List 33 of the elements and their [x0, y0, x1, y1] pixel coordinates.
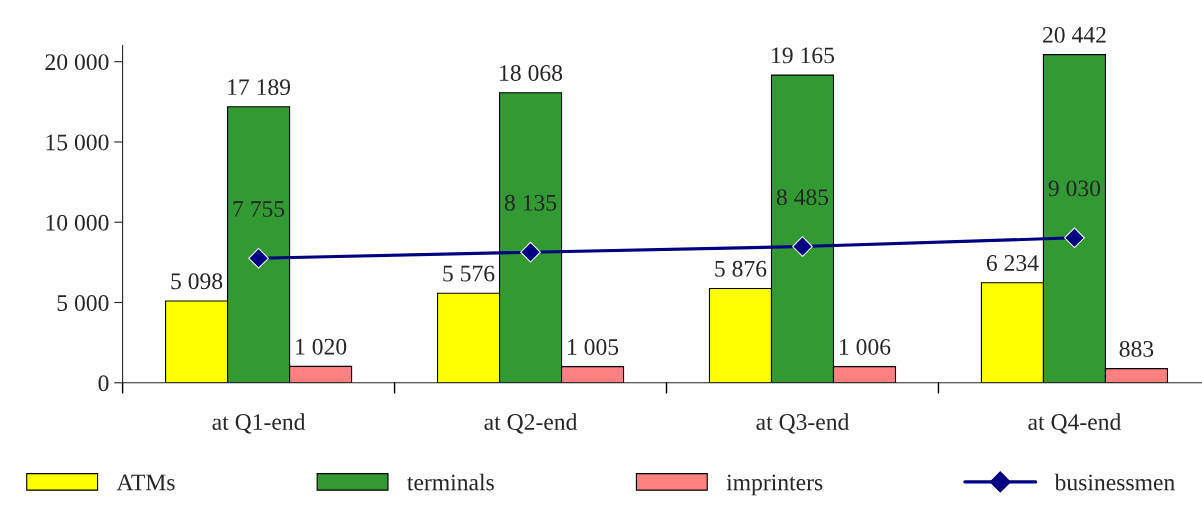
data-label: 7 755: [233, 201, 285, 217]
y-tick-label: 20 000: [45, 54, 109, 71]
data-label: 9 030: [1048, 180, 1101, 197]
data-label: 883: [1119, 340, 1154, 357]
y-tick-label: 15 000: [46, 134, 109, 151]
data-label: 5 576: [443, 265, 495, 282]
point: [520, 241, 541, 263]
data-label: 1 005: [568, 338, 619, 355]
data-label: 20 442: [1043, 26, 1106, 43]
x-tick-label: at Q3-end: [756, 413, 850, 434]
data-label: 1 006: [840, 338, 891, 355]
y-tick-label: 10 000: [46, 214, 109, 231]
data-label: 6 234: [986, 255, 1039, 271]
data-label: 8 485: [776, 189, 829, 206]
data-label: 19 165: [772, 47, 835, 64]
legend-label: ATMs: [116, 474, 175, 491]
y-tick-label: 5 000: [57, 295, 109, 311]
x-tick-label: at Q1-end: [212, 413, 306, 434]
data-label: 17 189: [228, 79, 291, 96]
data-label: 5 098: [171, 273, 223, 290]
legend-label: businessmen: [1054, 473, 1175, 491]
point: [1064, 227, 1085, 249]
data-label: 18 068: [500, 65, 563, 81]
data-label: 8 135: [504, 194, 557, 211]
x-tick-label: at Q2-end: [484, 413, 578, 434]
point: [792, 236, 813, 257]
data-label: 5 876: [715, 260, 767, 277]
data-label: 1 020: [296, 338, 347, 355]
y-tick-label: 0: [98, 375, 109, 392]
legend-label: terminals: [407, 473, 494, 491]
legend-label: imprinters: [726, 474, 823, 496]
x-tick-label: at Q4-end: [1028, 413, 1122, 434]
point: [248, 247, 269, 269]
